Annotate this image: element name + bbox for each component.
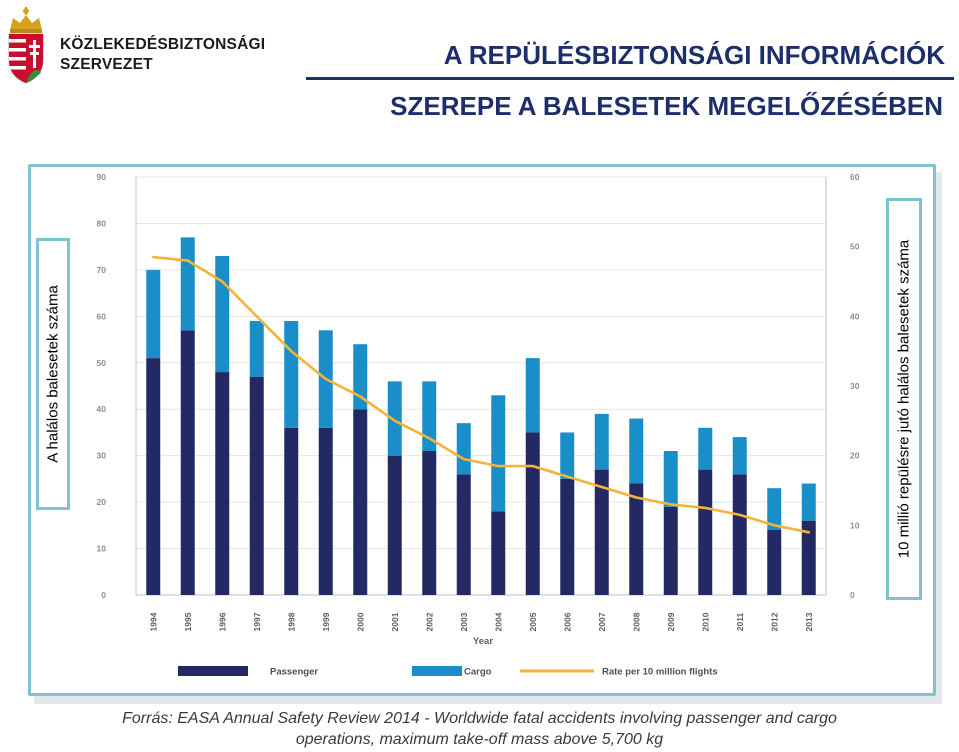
bar-passenger-2005 — [525, 432, 540, 595]
bar-cargo-2011 — [732, 437, 747, 475]
right-axis-label-box: 10 millió repülésre jutó halálos baleset… — [886, 198, 922, 600]
x-tick-label: 1997 — [252, 612, 262, 631]
bar-cargo-2013 — [801, 483, 816, 521]
logo-text-line2: SZERVEZET — [60, 56, 153, 73]
bar-passenger-1999 — [318, 427, 333, 595]
bar-cargo-2006 — [560, 432, 575, 479]
y2-tick-label: 50 — [850, 242, 860, 252]
legend-swatch-passenger — [178, 666, 248, 676]
x-tick-label: 2009 — [666, 612, 676, 631]
bar-cargo-2002 — [422, 381, 437, 452]
bar-cargo-2004 — [491, 395, 506, 512]
x-tick-label: 2000 — [355, 612, 365, 631]
bar-cargo-2001 — [387, 381, 402, 456]
bar-passenger-2007 — [594, 469, 609, 595]
x-tick-label: 2003 — [459, 612, 469, 631]
bar-cargo-2000 — [353, 344, 368, 410]
bar-cargo-2008 — [629, 418, 644, 484]
x-tick-label: 2004 — [493, 612, 503, 631]
bar-passenger-2010 — [698, 469, 713, 595]
legend-label-passenger: Passenger — [270, 667, 318, 678]
x-tick-label: 2001 — [390, 612, 400, 631]
bar-cargo-1996 — [215, 255, 230, 373]
y-tick-label: 40 — [97, 404, 107, 414]
logo: KÖZLEKEDÉSBIZTONSÁGI SZERVEZET — [6, 6, 265, 86]
y2-tick-label: 0 — [850, 590, 855, 600]
rate-line — [152, 255, 811, 534]
y2-tick-label: 30 — [850, 381, 860, 391]
bar-cargo-2003 — [456, 423, 471, 475]
bar-passenger-1997 — [249, 376, 264, 595]
right-axis-label: 10 millió repülésre jutó halálos baleset… — [895, 239, 913, 559]
x-tick-label: 2007 — [597, 612, 607, 631]
bar-passenger-2008 — [629, 483, 644, 595]
y-tick-label: 30 — [97, 451, 107, 461]
legend-label-cargo: Cargo — [464, 667, 492, 678]
bar-passenger-2012 — [767, 529, 782, 595]
left-axis-label-box: A halálos balesetek száma — [36, 238, 70, 510]
bar-cargo-1995 — [180, 237, 195, 331]
y2-tick-label: 20 — [850, 451, 860, 461]
page-title-line1: A REPÜLÉSBIZTONSÁGI INFORMÁCIÓK — [443, 40, 945, 70]
chart-panel — [28, 164, 936, 696]
y2-tick-label: 10 — [850, 520, 860, 530]
x-tick-label: 2002 — [424, 612, 434, 631]
bar-passenger-1994 — [146, 358, 161, 595]
bar-passenger-2004 — [491, 511, 506, 595]
x-axis-title: Year — [473, 636, 493, 647]
x-tick-label: 2010 — [700, 612, 710, 631]
bar-cargo-2010 — [698, 427, 713, 470]
x-tick-label: 2005 — [528, 612, 538, 631]
bar-cargo-2005 — [525, 358, 540, 433]
page-title-line2: SZEREPE A BALESETEK MEGELŐZÉSÉBEN — [390, 91, 943, 121]
y2-tick-label: 40 — [850, 311, 860, 321]
legend-label-rate: Rate per 10 million flights — [602, 667, 718, 678]
bar-cargo-2012 — [767, 488, 782, 530]
x-tick-label: 2011 — [735, 613, 745, 632]
bar-cargo-2009 — [663, 451, 678, 507]
y-tick-label: 60 — [97, 311, 107, 321]
bar-passenger-2009 — [663, 506, 678, 595]
x-tick-label: 1995 — [183, 612, 193, 631]
source-line2: operations, maximum take-off mass above … — [295, 731, 664, 748]
bar-passenger-2003 — [456, 474, 471, 595]
bar-cargo-1997 — [249, 320, 264, 377]
bar-passenger-2002 — [422, 451, 437, 595]
y-tick-label: 0 — [101, 590, 106, 600]
y-tick-label: 90 — [97, 172, 107, 182]
left-axis-label: A halálos balesetek száma — [44, 285, 62, 463]
bar-passenger-2013 — [801, 520, 816, 595]
y-tick-label: 70 — [97, 265, 107, 275]
y-tick-label: 50 — [97, 358, 107, 368]
y2-tick-label: 60 — [850, 172, 860, 182]
x-tick-label: 1994 — [148, 612, 158, 631]
legend-swatch-cargo — [412, 666, 462, 676]
x-tick-label: 1998 — [286, 612, 296, 631]
y-tick-label: 80 — [97, 218, 107, 228]
x-tick-label: 1996 — [217, 612, 227, 631]
bar-cargo-1998 — [284, 320, 299, 428]
bar-cargo-1994 — [146, 269, 161, 359]
x-tick-label: 1999 — [321, 612, 331, 631]
logo-text-line1: KÖZLEKEDÉSBIZTONSÁGI — [60, 36, 266, 53]
y-tick-label: 10 — [97, 544, 107, 554]
source-line1: Forrás: EASA Annual Safety Review 2014 -… — [122, 710, 837, 727]
bar-passenger-2000 — [353, 409, 368, 595]
x-tick-label: 2008 — [631, 612, 641, 631]
x-tick-label: 2012 — [769, 612, 779, 631]
bar-cargo-2007 — [594, 413, 609, 470]
title-divider — [306, 77, 954, 80]
bar-passenger-1996 — [215, 372, 230, 595]
accidents-chart: 0 10 20 30 40 50 60 70 80 90 0 10 20 30 40 50 60 1994 1995… — [97, 172, 860, 678]
y-tick-label: 20 — [97, 497, 107, 507]
bar-passenger-1998 — [284, 427, 299, 595]
bar-passenger-2011 — [732, 474, 747, 595]
x-tick-label: 2006 — [562, 612, 572, 631]
x-tick-label: 2013 — [804, 612, 814, 631]
bar-passenger-2006 — [560, 478, 575, 595]
hungarian-crest-icon — [8, 7, 44, 84]
bar-passenger-1995 — [180, 330, 195, 595]
bar-passenger-2001 — [387, 455, 402, 595]
